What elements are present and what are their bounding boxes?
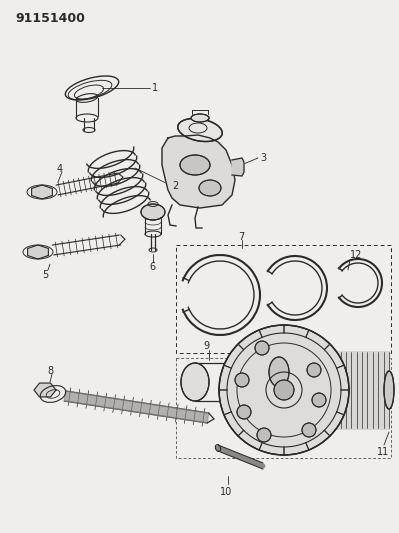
Text: 8: 8	[47, 366, 53, 376]
Text: 7: 7	[238, 232, 244, 242]
Text: 9: 9	[203, 341, 209, 351]
Ellipse shape	[223, 363, 251, 401]
Circle shape	[235, 373, 249, 387]
Circle shape	[255, 341, 269, 355]
Circle shape	[237, 405, 251, 419]
Text: 4: 4	[57, 164, 63, 174]
Polygon shape	[34, 383, 56, 397]
Polygon shape	[292, 352, 389, 428]
Polygon shape	[32, 185, 52, 199]
Circle shape	[312, 393, 326, 407]
Polygon shape	[232, 158, 244, 176]
Text: 91151400: 91151400	[15, 12, 85, 25]
Circle shape	[219, 325, 349, 455]
Ellipse shape	[199, 180, 221, 196]
Text: 3: 3	[260, 153, 266, 163]
Text: 2: 2	[172, 181, 178, 191]
Circle shape	[307, 363, 321, 377]
Text: 10: 10	[220, 487, 232, 497]
Circle shape	[257, 428, 271, 442]
Bar	[176, 358, 391, 458]
Text: 12: 12	[350, 250, 362, 260]
Circle shape	[274, 380, 294, 400]
Ellipse shape	[141, 204, 165, 220]
Ellipse shape	[180, 155, 210, 175]
Ellipse shape	[384, 371, 394, 409]
Text: 11: 11	[377, 447, 389, 457]
Ellipse shape	[269, 357, 289, 387]
Text: 5: 5	[42, 270, 48, 280]
Ellipse shape	[181, 363, 209, 401]
Text: 1: 1	[152, 83, 158, 93]
Ellipse shape	[178, 118, 222, 142]
Circle shape	[302, 423, 316, 437]
Bar	[176, 245, 391, 353]
Polygon shape	[28, 245, 48, 259]
Polygon shape	[64, 391, 209, 423]
Text: 6: 6	[149, 262, 155, 272]
Polygon shape	[162, 135, 235, 208]
Ellipse shape	[191, 114, 209, 122]
